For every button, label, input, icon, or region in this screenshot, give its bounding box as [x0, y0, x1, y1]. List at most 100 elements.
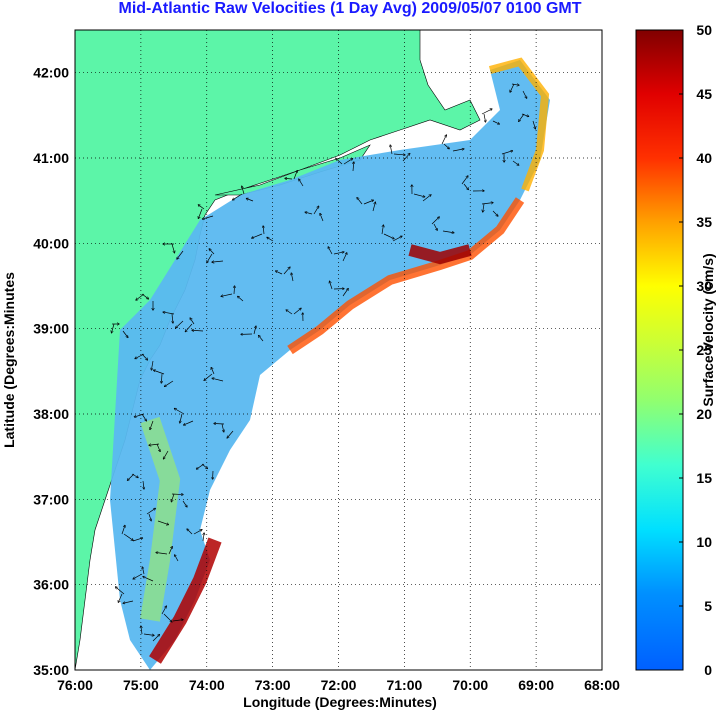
velocity-arrow: [135, 353, 145, 359]
velocity-arrow: [184, 420, 194, 425]
velocity-fringe-peak: [408, 244, 472, 265]
velocity-arrow: [172, 313, 173, 323]
velocity-arrow: [192, 330, 204, 331]
velocity-arrow: [336, 159, 343, 165]
velocity-arrow: [463, 183, 468, 190]
velocity-arrow: [123, 533, 133, 540]
velocity-arrow: [204, 373, 213, 380]
y-tick-label: 42:00: [33, 65, 69, 81]
velocity-arrow: [163, 312, 175, 315]
velocity-arrow: [441, 135, 446, 145]
velocity-arrow: [267, 237, 274, 242]
velocity-arrow: [134, 413, 145, 417]
velocity-southern-jet: [149, 537, 222, 664]
velocity-arrow: [171, 493, 175, 502]
velocity-arrow: [492, 120, 499, 124]
velocity-arrow: [372, 202, 375, 212]
velocity-arrow: [246, 198, 254, 202]
velocity-arrow: [171, 243, 174, 253]
velocity-arrow: [461, 176, 468, 185]
velocity-arrow: [443, 143, 449, 149]
velocity-arrow: [122, 330, 128, 337]
x-tick-label: 72:00: [321, 677, 357, 693]
velocity-arrow: [168, 547, 172, 555]
velocity-arrow: [143, 633, 154, 635]
velocity-arrow: [198, 205, 205, 210]
velocity-arrow: [116, 587, 125, 595]
y-tick-label: 36:00: [33, 577, 69, 593]
velocity-arrow: [233, 193, 243, 200]
velocity-arrow: [151, 360, 154, 370]
velocity-arrow: [146, 508, 155, 515]
y-tick-label: 40:00: [33, 235, 69, 251]
velocity-arrow: [161, 606, 166, 615]
velocity-arrow: [422, 195, 431, 202]
velocity-arrow: [442, 230, 454, 233]
velocity-arrow: [481, 203, 493, 205]
x-axis-ticks: 76:00 75:00 74:00 73:00 72:00 71:00 70:00 69:00…: [57, 677, 620, 693]
velocity-arrow: [330, 281, 333, 290]
velocity-arrow: [209, 249, 215, 255]
velocity-field: [110, 60, 550, 670]
velocity-arrow: [214, 423, 225, 424]
y-axis-ticks: 35:00 36:00 37:00 38:00 39:00 40:00 41:00 42:00: [33, 65, 69, 678]
velocity-arrow: [512, 160, 519, 165]
velocity-arrow: [234, 286, 235, 295]
velocity-arrow: [433, 223, 437, 230]
velocity-arrow: [174, 409, 185, 415]
velocity-arrow: [152, 635, 159, 642]
velocity-arrow: [154, 370, 165, 375]
velocity-arrow: [522, 90, 527, 98]
colorbar-tick-label: 30: [696, 278, 712, 294]
plot-frame: [74, 29, 603, 671]
velocity-arrow: [357, 198, 363, 205]
velocity-arrow: [291, 273, 294, 282]
velocity-arrow: [263, 226, 264, 235]
velocity-arrow: [212, 378, 224, 382]
x-tick-label: 70:00: [452, 677, 488, 693]
velocity-arrow: [203, 533, 204, 542]
velocity-arrow: [431, 217, 439, 225]
velocity-arrow: [221, 423, 224, 432]
x-tick-label: 73:00: [255, 677, 291, 693]
velocity-arrow: [521, 113, 529, 116]
velocity-arrow: [190, 318, 195, 325]
velocity-arrow: [143, 480, 144, 489]
velocity-arrow: [299, 179, 304, 187]
velocity-arrow: [121, 525, 125, 535]
velocity-arrow: [343, 159, 352, 165]
velocity-arrow: [320, 214, 324, 222]
velocity-arrow: [383, 233, 394, 239]
velocity-arrow: [313, 206, 319, 215]
velocity-arrow: [227, 430, 234, 438]
velocity-arrow: [519, 113, 525, 121]
velocity-arrow: [182, 500, 187, 507]
velocity-arrow: [123, 600, 134, 603]
velocity-arrow: [532, 120, 535, 129]
velocity-arrow: [483, 113, 486, 122]
velocity-arrow: [402, 154, 410, 162]
velocity-arrow: [413, 193, 425, 197]
velocity-arrow: [141, 353, 147, 360]
velocity-vectors: [112, 84, 536, 642]
velocity-arrow: [393, 154, 405, 155]
velocity-arrow: [143, 577, 154, 582]
velocity-arrow: [342, 253, 347, 262]
velocity-arrow: [141, 413, 146, 421]
velocity-arrow: [381, 225, 383, 235]
velocity-arrow: [293, 308, 301, 315]
colorbar-tick-label: 5: [704, 598, 712, 614]
velocity-arrow: [136, 293, 145, 300]
velocity-arrow: [141, 626, 142, 635]
velocity-arrow: [333, 252, 344, 255]
velocity-arrow: [128, 473, 135, 480]
velocity-arrow: [163, 613, 172, 622]
velocity-arrow: [197, 463, 205, 469]
x-tick-label: 69:00: [518, 677, 554, 693]
velocity-arrow: [390, 145, 393, 155]
velocity-arrow: [276, 271, 283, 275]
velocity-arrow: [501, 151, 513, 155]
x-tick-label: 74:00: [189, 677, 225, 693]
velocity-arrow: [353, 162, 354, 172]
